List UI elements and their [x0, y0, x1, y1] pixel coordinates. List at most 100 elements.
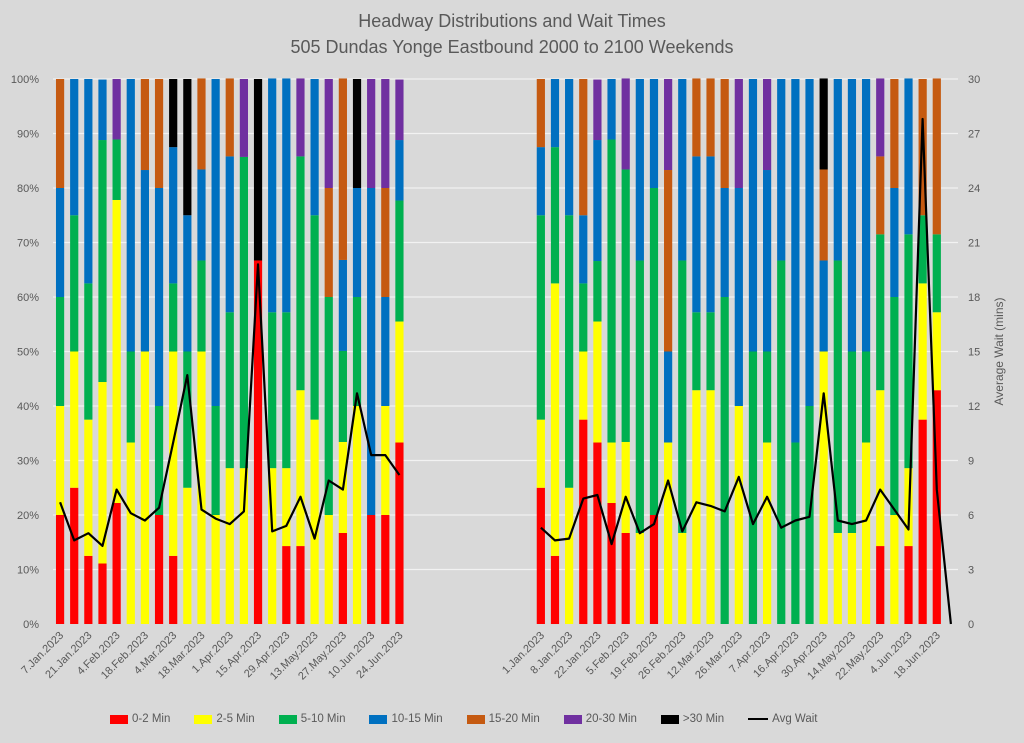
bar-segment-15-20-min	[932, 78, 941, 235]
bar-segment-20-30-min	[381, 79, 390, 188]
y-tick-label: 40%	[17, 401, 39, 413]
legend-label: Avg Wait	[772, 713, 818, 725]
legend-item: 2-5 Min	[194, 713, 255, 725]
legend-swatch	[194, 714, 213, 724]
bar-segment-2-5-min	[140, 351, 150, 624]
bar-segment-10-15-min	[777, 79, 786, 261]
bar-segment-2-5-min	[211, 515, 220, 624]
bar-segment-2-5-min	[352, 406, 362, 624]
bar-segment-10-15-min	[140, 170, 150, 352]
bar-segment-15-20-min	[664, 170, 673, 352]
y2-tick-label: 27	[968, 129, 980, 141]
bar-segment-20-30-min	[112, 79, 121, 140]
bar-segment-0-2-min	[154, 515, 164, 624]
bar-segment-5-10-min	[833, 260, 842, 533]
y-tick-label: 30%	[17, 456, 39, 468]
bar-segment-10-15-min	[607, 79, 616, 140]
bar-segment-15-20-min	[338, 78, 347, 260]
bar-segment-2-5-min	[819, 351, 828, 624]
y2-axis-title: Average Wait (mins)	[992, 297, 1006, 405]
bar-segment-0-2-min	[98, 563, 107, 624]
bar-segment-2-5-min	[84, 419, 93, 556]
bar-segment-5-10-min	[763, 351, 772, 443]
bar-segment-2-5-min	[310, 419, 319, 625]
bar-segment-15-20-min	[720, 79, 729, 188]
bar-segment-2-5-min	[395, 321, 404, 443]
legend-swatch	[369, 714, 388, 724]
bar-segment-2-5-min	[579, 351, 588, 420]
bar-segment-0-2-min	[55, 515, 65, 624]
bar-segment-5-10-min	[621, 169, 630, 442]
bar-segment-5-10-min	[904, 234, 913, 469]
bar-segment-10-15-min	[282, 78, 291, 313]
bar-segment-15-20-min	[55, 79, 65, 188]
bar-segment-2-5-min	[918, 283, 927, 420]
bar-segment-5-10-min	[310, 215, 319, 420]
bar-segment-20-30-min	[876, 78, 885, 157]
bar-segment-15-20-min	[140, 79, 150, 171]
bar-segment--30-min	[183, 79, 192, 216]
bar-segment-5-10-min	[861, 351, 871, 443]
bar-segment-5-10-min	[550, 147, 560, 284]
bar-segment-10-15-min	[890, 188, 899, 297]
bar-segment-15-20-min	[154, 79, 164, 188]
bar-segment-2-5-min	[678, 532, 687, 624]
y2-tick-label: 9	[968, 456, 974, 468]
bar-segment-10-15-min	[819, 260, 828, 352]
bar-segment-5-10-min	[338, 350, 347, 442]
bar-segment-10-15-min	[734, 188, 743, 406]
bar-segment-2-5-min	[112, 199, 121, 504]
bar-segment--30-min	[352, 79, 362, 188]
bar-segment-2-5-min	[169, 351, 178, 556]
legend: 0-2 Min 2-5 Min 5-10 Min 10-15 Min 15-20 Min…	[110, 713, 930, 725]
bar-segment-10-15-min	[395, 140, 404, 201]
bar-segment-2-5-min	[932, 312, 941, 391]
bar-segment-15-20-min	[692, 78, 701, 157]
bar-segment-5-10-min	[154, 406, 164, 515]
bar-segment-20-30-min	[621, 78, 630, 170]
bar-segment-2-5-min	[692, 390, 701, 624]
legend-label: 2-5 Min	[216, 713, 255, 725]
bar-segment-5-10-min	[536, 215, 545, 420]
bar-segment-20-30-min	[734, 79, 743, 188]
avg-wait-line	[59, 263, 401, 548]
bar-segment-5-10-min	[211, 406, 220, 515]
y-tick-label: 70%	[17, 238, 39, 250]
bar-segment-5-10-min	[225, 312, 234, 469]
bar-segment-0-2-min	[84, 555, 93, 625]
bar-segment-0-2-min	[338, 532, 347, 624]
bar-segment-2-5-min	[98, 382, 107, 564]
bar-segment-10-15-min	[211, 79, 220, 406]
bar-segment-10-15-min	[268, 78, 277, 313]
bar-segment-5-10-min	[395, 200, 404, 322]
bar-segment-10-15-min	[225, 156, 234, 313]
bar-segment-5-10-min	[126, 351, 135, 443]
bar-segment-15-20-min	[876, 156, 885, 235]
bar-segment-20-30-min	[324, 79, 333, 188]
bar-segment-10-15-min	[367, 188, 376, 515]
bar-segment-5-10-min	[932, 234, 941, 313]
bar-segment-2-5-min	[197, 351, 206, 624]
bar-segment-2-5-min	[890, 515, 899, 624]
bar-segment-5-10-min	[692, 312, 701, 391]
y2-tick-label: 12	[968, 401, 980, 413]
y2-tick-label: 30	[968, 74, 980, 86]
avg-wait-line	[540, 117, 952, 625]
y-tick-label: 10%	[17, 565, 39, 577]
bar-segment-10-15-min	[805, 79, 814, 406]
bar-segment-15-20-min	[819, 169, 828, 261]
bar-segment-5-10-min	[579, 283, 588, 352]
y2-tick-label: 6	[968, 510, 974, 522]
y-tick-label: 80%	[17, 183, 39, 195]
bar-segment-2-5-min	[268, 468, 277, 624]
bar-segment-5-10-min	[183, 351, 192, 488]
legend-swatch	[466, 714, 485, 724]
bar-segment-15-20-min	[324, 188, 333, 297]
bar-segment-5-10-min	[282, 312, 291, 469]
bar-segment-10-15-min	[338, 259, 347, 351]
bar-segment-2-5-min	[55, 406, 65, 515]
bar-segment-10-15-min	[98, 79, 107, 141]
legend-label: 10-15 Min	[391, 713, 443, 725]
bar-segment-0-2-min	[381, 515, 390, 624]
bar-segment-10-15-min	[352, 188, 362, 297]
